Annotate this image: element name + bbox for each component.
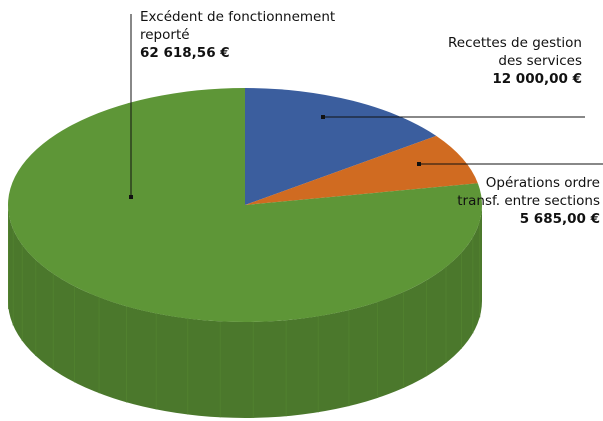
slice-label: Recettes de gestion des services 12 000,0… bbox=[442, 34, 582, 88]
category-name: Opérations ordre transf. entre sections bbox=[457, 175, 600, 209]
slice bbox=[7, 88, 483, 322]
slice-label: Opérations ordre transf. entre sections 5… bbox=[450, 174, 600, 228]
category-name: Excédent de fonctionnement reporté bbox=[140, 9, 336, 43]
category-name: Recettes de gestion des services bbox=[448, 35, 582, 69]
leader-dot bbox=[321, 115, 325, 119]
value-label: 5 685,00 € bbox=[519, 211, 600, 227]
value-label: 12 000,00 € bbox=[492, 71, 582, 87]
value-label: 62 618,56 € bbox=[140, 45, 230, 61]
slice-label: Excédent de fonctionnement reporté 62 618… bbox=[140, 8, 360, 62]
leader-dot bbox=[417, 162, 421, 166]
leader-dot bbox=[129, 195, 133, 199]
slice bbox=[245, 135, 478, 205]
